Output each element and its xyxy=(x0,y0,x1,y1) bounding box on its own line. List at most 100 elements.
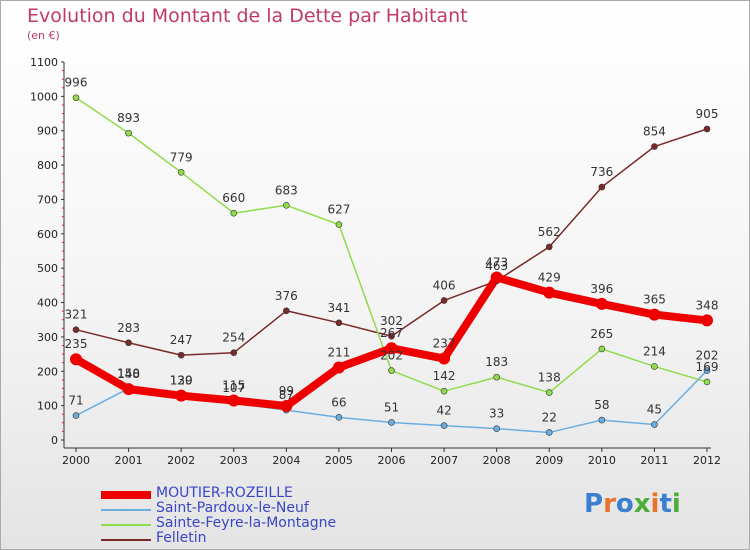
x-tick-label: 2006 xyxy=(378,454,406,467)
data-label: 211 xyxy=(327,345,350,359)
y-tick-label: 400 xyxy=(37,297,58,310)
logo-letter: t xyxy=(659,489,672,519)
data-point xyxy=(125,339,132,347)
data-point xyxy=(545,429,553,436)
data-point xyxy=(595,297,608,310)
legend-swatch xyxy=(101,509,151,511)
data-label: 348 xyxy=(696,298,719,312)
data-label: 905 xyxy=(696,107,719,121)
data-label: 237 xyxy=(433,337,456,351)
logo-letter: i xyxy=(650,489,660,519)
data-label: 247 xyxy=(170,333,193,347)
data-label: 463 xyxy=(485,259,508,273)
data-label: 51 xyxy=(384,400,399,414)
data-label: 99 xyxy=(279,384,294,398)
data-point xyxy=(283,201,290,209)
data-label: 406 xyxy=(433,278,456,292)
x-tick-label: 2007 xyxy=(430,454,458,467)
data-label: 683 xyxy=(275,183,298,197)
data-label: 115 xyxy=(222,378,245,392)
data-point xyxy=(703,378,711,386)
data-point xyxy=(230,209,238,217)
data-point xyxy=(598,416,606,424)
data-point xyxy=(175,389,188,402)
data-label: 33 xyxy=(489,407,504,421)
data-label: 254 xyxy=(222,331,245,345)
data-label: 71 xyxy=(68,394,83,408)
data-label: 396 xyxy=(590,282,613,296)
data-label: 107 xyxy=(222,381,245,395)
data-point xyxy=(70,353,82,366)
data-point xyxy=(703,367,711,374)
data-point xyxy=(703,125,711,133)
x-tick-label: 2004 xyxy=(272,454,300,467)
y-tick-label: 700 xyxy=(37,193,58,206)
data-label: 893 xyxy=(117,111,140,125)
data-point xyxy=(545,389,553,396)
legend-swatch xyxy=(101,539,151,541)
data-point xyxy=(651,363,658,370)
data-label: 627 xyxy=(327,203,350,217)
data-point xyxy=(335,319,343,327)
data-label: 169 xyxy=(696,360,719,374)
data-label: 148 xyxy=(117,367,140,381)
data-point xyxy=(648,308,661,321)
y-tick-label: 0 xyxy=(51,434,58,447)
data-label: 365 xyxy=(643,293,666,307)
y-tick-label: 200 xyxy=(37,365,58,378)
data-point xyxy=(335,221,343,228)
data-label: 321 xyxy=(65,308,88,322)
data-label: 996 xyxy=(65,76,88,90)
data-label: 45 xyxy=(647,403,662,417)
x-tick-label: 2000 xyxy=(62,454,90,467)
x-tick-label: 2001 xyxy=(115,454,143,467)
x-tick-label: 2010 xyxy=(588,454,616,467)
data-label: 473 xyxy=(485,255,508,269)
data-point xyxy=(388,367,395,374)
x-tick-label: 2003 xyxy=(220,454,248,467)
data-label: 660 xyxy=(222,191,245,205)
data-point xyxy=(440,387,448,395)
logo-letter: o xyxy=(615,489,634,519)
proxiti-logo: Proxiti xyxy=(584,489,681,519)
legend-label: Felletin xyxy=(156,530,207,546)
x-tick-label: 2002 xyxy=(167,454,195,467)
data-label: 283 xyxy=(117,321,140,335)
data-label: 214 xyxy=(643,344,666,358)
data-label: 150 xyxy=(117,366,140,380)
data-label: 138 xyxy=(538,371,561,385)
legend-label: Sainte-Feyre-la-Montagne xyxy=(156,515,337,531)
data-point xyxy=(227,394,240,407)
data-point xyxy=(72,94,80,102)
logo-letter: P xyxy=(584,489,604,519)
data-point xyxy=(651,143,658,150)
logo-letter: x xyxy=(633,489,651,519)
data-point xyxy=(72,326,80,333)
data-label: 341 xyxy=(327,301,350,315)
data-point xyxy=(598,183,606,191)
x-tick-label: 2011 xyxy=(640,454,668,467)
data-label: 22 xyxy=(542,410,557,424)
x-tick-label: 2008 xyxy=(483,454,511,467)
data-point xyxy=(388,332,395,340)
data-label: 58 xyxy=(594,398,609,412)
data-point xyxy=(438,352,451,365)
data-point xyxy=(440,422,448,429)
legend-swatch xyxy=(101,491,151,499)
data-point xyxy=(72,412,80,419)
data-point xyxy=(701,314,713,327)
data-point xyxy=(543,286,556,299)
logo-letter: i xyxy=(671,489,681,519)
data-point xyxy=(283,307,290,315)
data-label: 562 xyxy=(538,225,561,239)
chart-subtitle: (en €) xyxy=(27,29,60,42)
data-label: 376 xyxy=(275,289,298,303)
y-tick-label: 900 xyxy=(37,125,58,138)
data-point xyxy=(490,271,503,284)
data-point xyxy=(122,383,135,396)
legend-label: Saint-Pardoux-le-Neuf xyxy=(156,500,309,516)
x-tick-label: 2012 xyxy=(693,454,721,467)
data-label: 129 xyxy=(170,374,193,388)
